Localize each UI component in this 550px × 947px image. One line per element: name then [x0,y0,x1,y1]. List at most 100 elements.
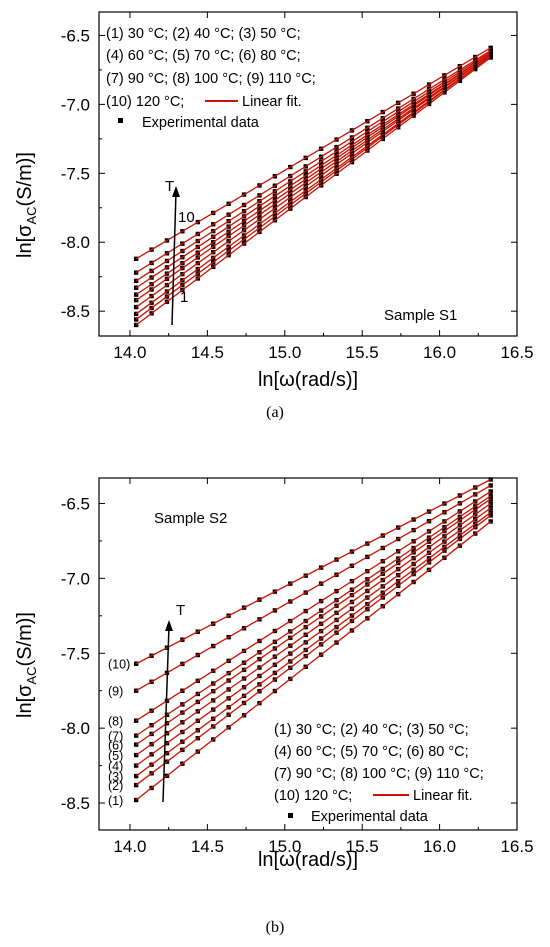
sample-label-a: Sample S1 [384,307,457,324]
series-5 [133,501,493,758]
series-9 [133,483,493,693]
x-axis-label-a: ln[ω(rad/s)] [258,369,358,391]
curve-label: (4) [108,760,123,774]
x-tick-label: 14.5 [191,343,224,362]
x-tick-label: 14.5 [191,837,224,856]
curve-label: (10) [108,658,130,672]
arrow-head [172,186,180,197]
series-10 [133,45,493,261]
y-tick-label: -8.5 [61,794,90,813]
series-group-b [133,477,493,803]
curve-label: (1) [108,794,123,808]
arrow-label-10: 10 [178,209,195,226]
series-6 [133,496,493,747]
temperature-arrow-b: T [162,602,185,803]
series-1 [133,519,493,803]
series-5 [133,52,493,303]
linear-fit-line [135,498,492,746]
curve-label: (3) [108,770,123,784]
series-3 [133,53,493,317]
linear-fit-line [135,54,492,308]
linear-fit-line [135,511,492,777]
arrow-label-1: 1 [180,289,188,306]
legend-a: (1) 30 °C; (2) 40 °C; (3) 50 °C; (4) 60 … [106,26,316,131]
legend-exp-label: Experimental data [311,809,429,825]
arrow-label-t: T [176,602,185,619]
y-tick-label: -7.5 [61,164,90,183]
legend-line: (7) 90 °C; (8) 100 °C; (9) 110 °C; [106,71,316,87]
linear-fit-line [135,52,492,296]
x-tick-label: 16.5 [500,343,533,362]
linear-fit-line [135,502,492,756]
legend-line: (1) 30 °C; (2) 40 °C; (3) 50 °C; [106,26,301,42]
legend-line: (4) 60 °C; (5) 70 °C; (6) 80 °C; [106,48,301,64]
series-4 [133,505,493,768]
curve-label: (7) [108,730,123,744]
arrow-shaft [171,191,177,326]
x-tick-label: 15.0 [268,343,301,362]
legend-fit-label: Linear fit. [242,94,302,110]
sample-label-b: Sample S2 [154,510,227,527]
arrow-head [165,620,173,631]
y-tick-label: -6.5 [61,26,90,45]
curve-label: (5) [108,749,123,763]
linear-fit-line [135,484,492,692]
series-group-a [133,45,493,328]
y-tick-label: -8.0 [61,233,90,252]
y-tick-label: -7.0 [61,569,90,588]
y-tick-label: -8.0 [61,719,90,738]
y-tick-label: -6.5 [61,494,90,513]
x-tick-label: 16.0 [423,343,456,362]
legend-b: (1) 30 °C; (2) 40 °C; (3) 50 °C; (4) 60 … [274,722,484,825]
linear-fit-line [135,52,492,289]
panel-caption-b: (b) [266,919,285,936]
linear-fit-line [135,478,491,665]
legend-line: (7) 90 °C; (8) 100 °C; (9) 110 °C; [274,766,484,782]
x-tick-label: 15.5 [346,837,379,856]
y-tick-label: -7.5 [61,644,90,663]
y-axis-label-a: ln[σAC(S/m)] [14,152,39,258]
legend-line: (1) 30 °C; (2) 40 °C; (3) 50 °C; [274,722,469,738]
linear-fit-line [135,490,492,722]
y-tick-label: -7.0 [61,95,90,114]
x-tick-label: 15.5 [346,343,379,362]
linear-fit-line [135,495,492,737]
y-axis-label-b: ln[σAC(S/m)] [14,612,39,718]
series-9 [133,48,493,275]
legend-exp-marker [288,813,293,818]
plot-frame-a [98,11,518,337]
legend-fit-label: Linear fit. [413,788,473,804]
linear-fit-line [135,55,492,315]
arrow-shaft [162,625,170,803]
linear-fit-line [135,507,492,767]
legend-line: (4) 60 °C; (5) 70 °C; (6) 80 °C; [274,744,469,760]
linear-fit-line [135,520,492,801]
arrow-label-t: T [165,178,174,195]
linear-fit-line [135,55,492,320]
series-1 [133,55,493,328]
series-3 [133,510,493,779]
curve-label: (6) [108,739,123,753]
x-tick-label: 16.5 [500,837,533,856]
x-tick-label: 16.0 [423,837,456,856]
plot-frame-b [98,477,518,831]
x-tick-label: 15.0 [268,837,301,856]
data-point [133,661,139,666]
series-7 [133,493,493,738]
linear-fit-line [135,56,492,326]
curve-label: (2) [108,779,123,793]
curve-labels-b: (1)(2)(3)(4)(5)(6)(7)(8) (9) (10) [108,658,130,808]
legend-exp-marker [118,118,123,123]
ticks-b: 14.0 14.5 15.0 15.5 16.0 16.5 -6.5 -7.0 -7.5 -8.0… [61,478,534,856]
temperature-arrow-a: T 10 1 [165,178,195,326]
linear-fit-line [135,54,492,301]
legend-exp-label: Experimental data [142,115,260,131]
y-tick-label: -8.5 [61,302,90,321]
linear-fit-line [135,514,492,786]
series-2 [133,513,493,788]
panel-caption-a: (a) [266,404,284,421]
panel-a: 14.0 14.5 15.0 15.5 16.0 16.5 -6.5 -7.0 -7.5 -8.0… [14,11,534,421]
series-10 [133,477,493,666]
linear-fit-line [135,47,492,260]
